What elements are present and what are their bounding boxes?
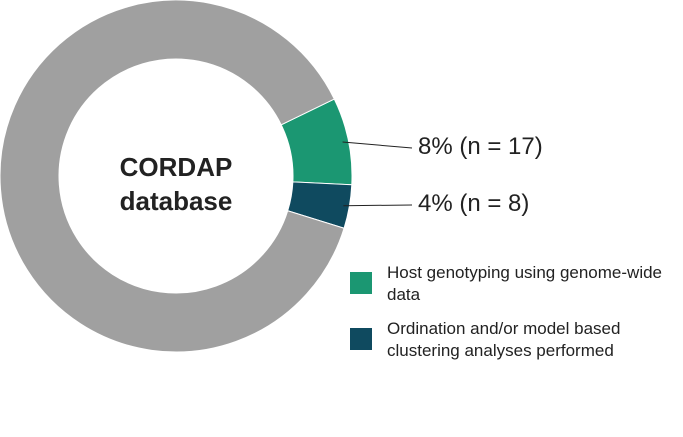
legend-label: Ordination and/or model based clustering…	[387, 319, 621, 360]
center-text: CORDAP database	[119, 152, 233, 216]
value-label: 8% (n = 17)	[418, 133, 543, 160]
leader-line	[343, 204, 413, 207]
legend-swatch	[350, 328, 372, 350]
legend-label: Host genotyping using genome-wide data	[387, 263, 663, 304]
leader-line	[342, 141, 413, 149]
legend-swatch	[350, 272, 372, 294]
donut-slice	[0, 0, 345, 353]
value-label: 4% (n = 8)	[418, 190, 530, 217]
